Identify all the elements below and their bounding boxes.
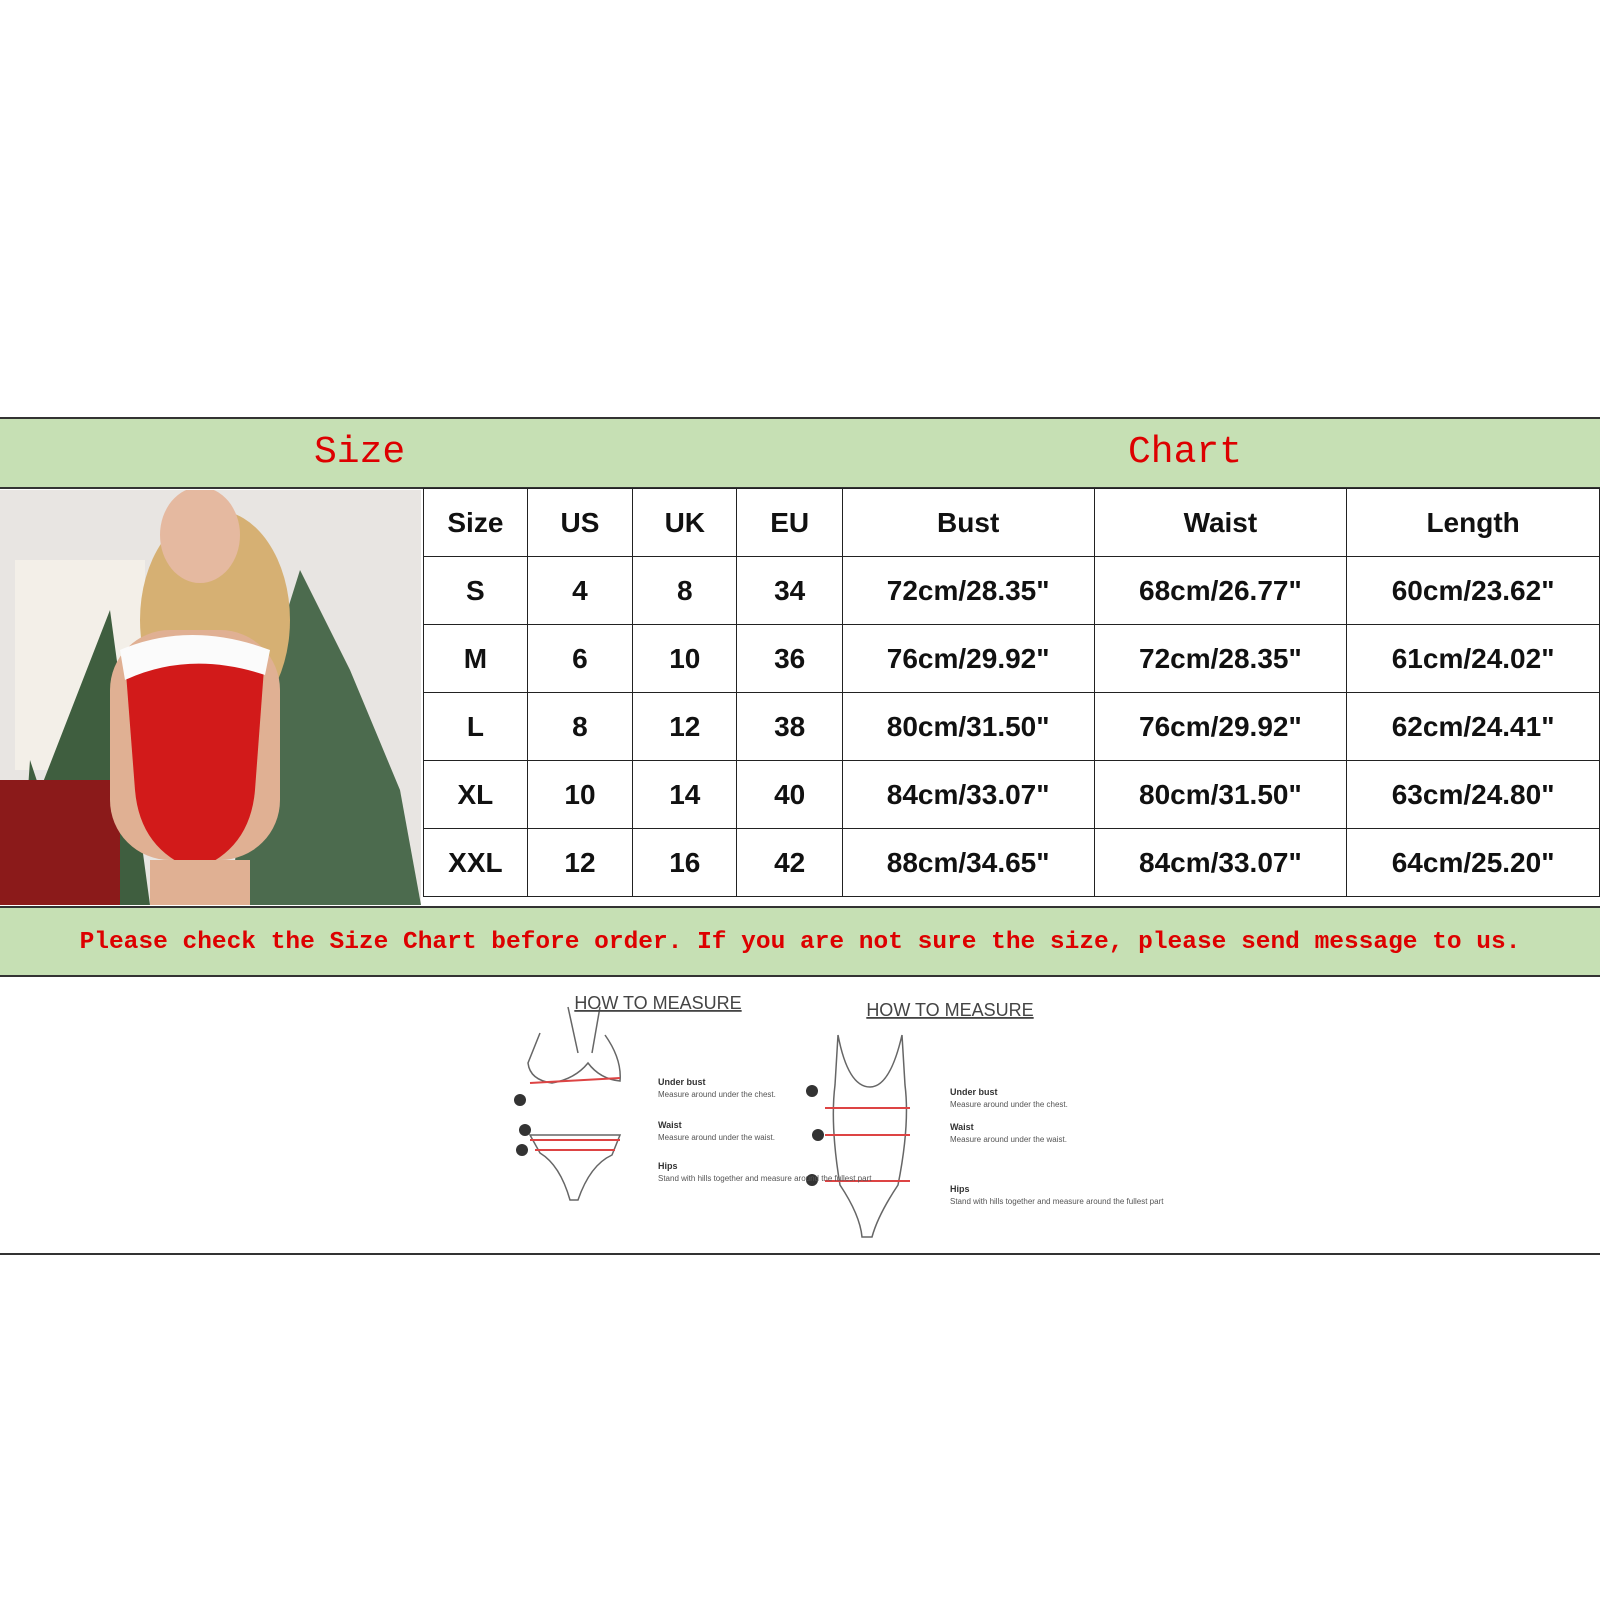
table-cell: 8 bbox=[632, 556, 738, 625]
label-text: Measure around under the chest. bbox=[658, 1090, 776, 1099]
table-cell: 61cm/24.02" bbox=[1346, 624, 1600, 693]
bottom-rule bbox=[0, 1253, 1600, 1255]
table-cell: 12 bbox=[632, 692, 738, 761]
table-cell: 38 bbox=[736, 692, 843, 761]
table-cell: 72cm/28.35" bbox=[841, 556, 1095, 625]
table-cell: 80cm/31.50" bbox=[1093, 760, 1348, 829]
table-cell: EU bbox=[736, 488, 843, 557]
label-text: Stand with hills together and measure ar… bbox=[950, 1197, 1164, 1206]
table-cell: 8 bbox=[526, 692, 634, 761]
table-cell: 6 bbox=[526, 624, 634, 693]
table-cell: 40 bbox=[736, 760, 843, 829]
table-cell: Length bbox=[1346, 488, 1600, 557]
notice-band: Please check the Size Chart before order… bbox=[0, 906, 1600, 977]
table-cell: 60cm/23.62" bbox=[1346, 556, 1600, 625]
label-text: Measure around under the waist. bbox=[950, 1135, 1067, 1144]
table-cell: 84cm/33.07" bbox=[1093, 828, 1348, 897]
table-cell: US bbox=[526, 488, 634, 557]
table-cell: 36 bbox=[736, 624, 843, 693]
table-row: XXL 12 16 42 88cm/34.65" 84cm/33.07" 64cm/25.2… bbox=[423, 828, 1600, 897]
table-cell: Waist bbox=[1093, 488, 1348, 557]
table-cell: M bbox=[423, 624, 528, 693]
header-band: Size Chart bbox=[0, 417, 1600, 489]
table-cell: 4 bbox=[526, 556, 634, 625]
table-cell: Bust bbox=[841, 488, 1095, 557]
diagram-title: HOW TO MEASURE bbox=[866, 1000, 1033, 1020]
table-row: M 6 10 36 76cm/29.92" 72cm/28.35" 61cm/24.02" bbox=[423, 624, 1600, 693]
table-cell: L bbox=[423, 692, 528, 761]
table-cell: XXL bbox=[423, 828, 528, 897]
bra-icon bbox=[527, 1006, 622, 1201]
table-cell: 14 bbox=[632, 760, 738, 829]
diagram-title: HOW TO MEASURE bbox=[574, 993, 741, 1013]
label-title: Hips bbox=[950, 1184, 970, 1194]
table-cell: 72cm/28.35" bbox=[1093, 624, 1348, 693]
table-cell: 76cm/29.92" bbox=[841, 624, 1095, 693]
size-table: Size US UK EU Bust Waist Length S 4 8 34 72cm/28.35… bbox=[423, 488, 1600, 897]
label-title: Under bust bbox=[658, 1077, 706, 1087]
header-left: Size bbox=[314, 431, 406, 474]
table-cell: 76cm/29.92" bbox=[1093, 692, 1348, 761]
table-cell: 10 bbox=[526, 760, 634, 829]
measure-diagrams: HOW TO MEASURE Under bust Measure around u… bbox=[514, 993, 1164, 1238]
notice: Please check the Size Chart before order… bbox=[79, 929, 1521, 956]
table-cell: 34 bbox=[736, 556, 843, 625]
label-title: Waist bbox=[950, 1122, 974, 1132]
table-cell: Size bbox=[423, 488, 528, 557]
table-cell: 12 bbox=[526, 828, 634, 897]
table-cell: 63cm/24.80" bbox=[1346, 760, 1600, 829]
label-text: Measure around under the chest. bbox=[950, 1100, 1068, 1109]
label-text: Stand with hills together and measure ar… bbox=[658, 1174, 872, 1183]
table-cell: 62cm/24.41" bbox=[1346, 692, 1600, 761]
header-right: Chart bbox=[1128, 431, 1243, 474]
table-cell: 64cm/25.20" bbox=[1346, 828, 1600, 897]
table-cell: 84cm/33.07" bbox=[841, 760, 1095, 829]
table-cell: XL bbox=[423, 760, 528, 829]
measure-lines-right bbox=[825, 1107, 910, 1182]
label-title: Under bust bbox=[950, 1087, 998, 1097]
header-row: Size US UK EU Bust Waist Length bbox=[423, 488, 1600, 557]
table-cell: 42 bbox=[736, 828, 843, 897]
table-cell: UK bbox=[632, 488, 738, 557]
label-title: Hips bbox=[658, 1161, 678, 1171]
table-cell: 68cm/26.77" bbox=[1093, 556, 1348, 625]
table-cell: 16 bbox=[632, 828, 738, 897]
table-row: L 8 12 38 80cm/31.50" 76cm/29.92" 62cm/24.41" bbox=[423, 692, 1600, 761]
table-cell: 10 bbox=[632, 624, 738, 693]
step-markers bbox=[514, 1085, 824, 1186]
table-row: XL 10 14 40 84cm/33.07" 80cm/31.50" 63cm/24.80… bbox=[423, 760, 1600, 829]
table-cell: 80cm/31.50" bbox=[841, 692, 1095, 761]
label-text: Measure around under the waist. bbox=[658, 1133, 775, 1142]
measure-lines-left bbox=[529, 1077, 621, 1151]
label-title: Waist bbox=[658, 1120, 682, 1130]
table-row: S 4 8 34 72cm/28.35" 68cm/26.77" 60cm/23.62" bbox=[423, 556, 1600, 625]
table-cell: S bbox=[423, 556, 528, 625]
bodysuit-icon bbox=[832, 1034, 908, 1238]
product-photo bbox=[0, 490, 421, 905]
table-cell: 88cm/34.65" bbox=[841, 828, 1095, 897]
